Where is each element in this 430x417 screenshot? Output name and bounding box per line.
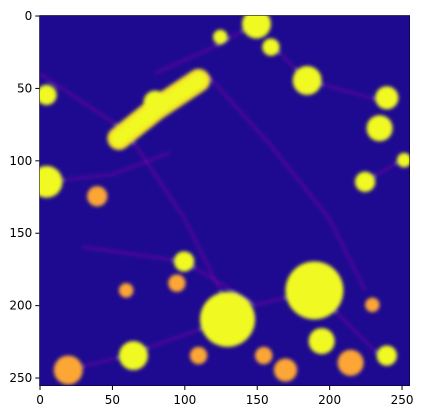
y-tick-label: 50 [17,81,32,95]
y-tick-label: 200 [9,299,32,313]
x-tick-label: 100 [173,393,196,407]
x-tick-label: 250 [391,393,414,407]
x-tick-label: 200 [318,393,341,407]
y-tick-label: 100 [9,154,32,168]
x-tick-label: 50 [105,393,120,407]
y-tick-label: 0 [25,9,33,23]
x-tick-label: 0 [36,393,44,407]
x-tick-label: 150 [246,393,269,407]
y-tick-label: 250 [9,371,32,385]
y-tick-label: 150 [9,226,32,240]
image [39,15,411,387]
